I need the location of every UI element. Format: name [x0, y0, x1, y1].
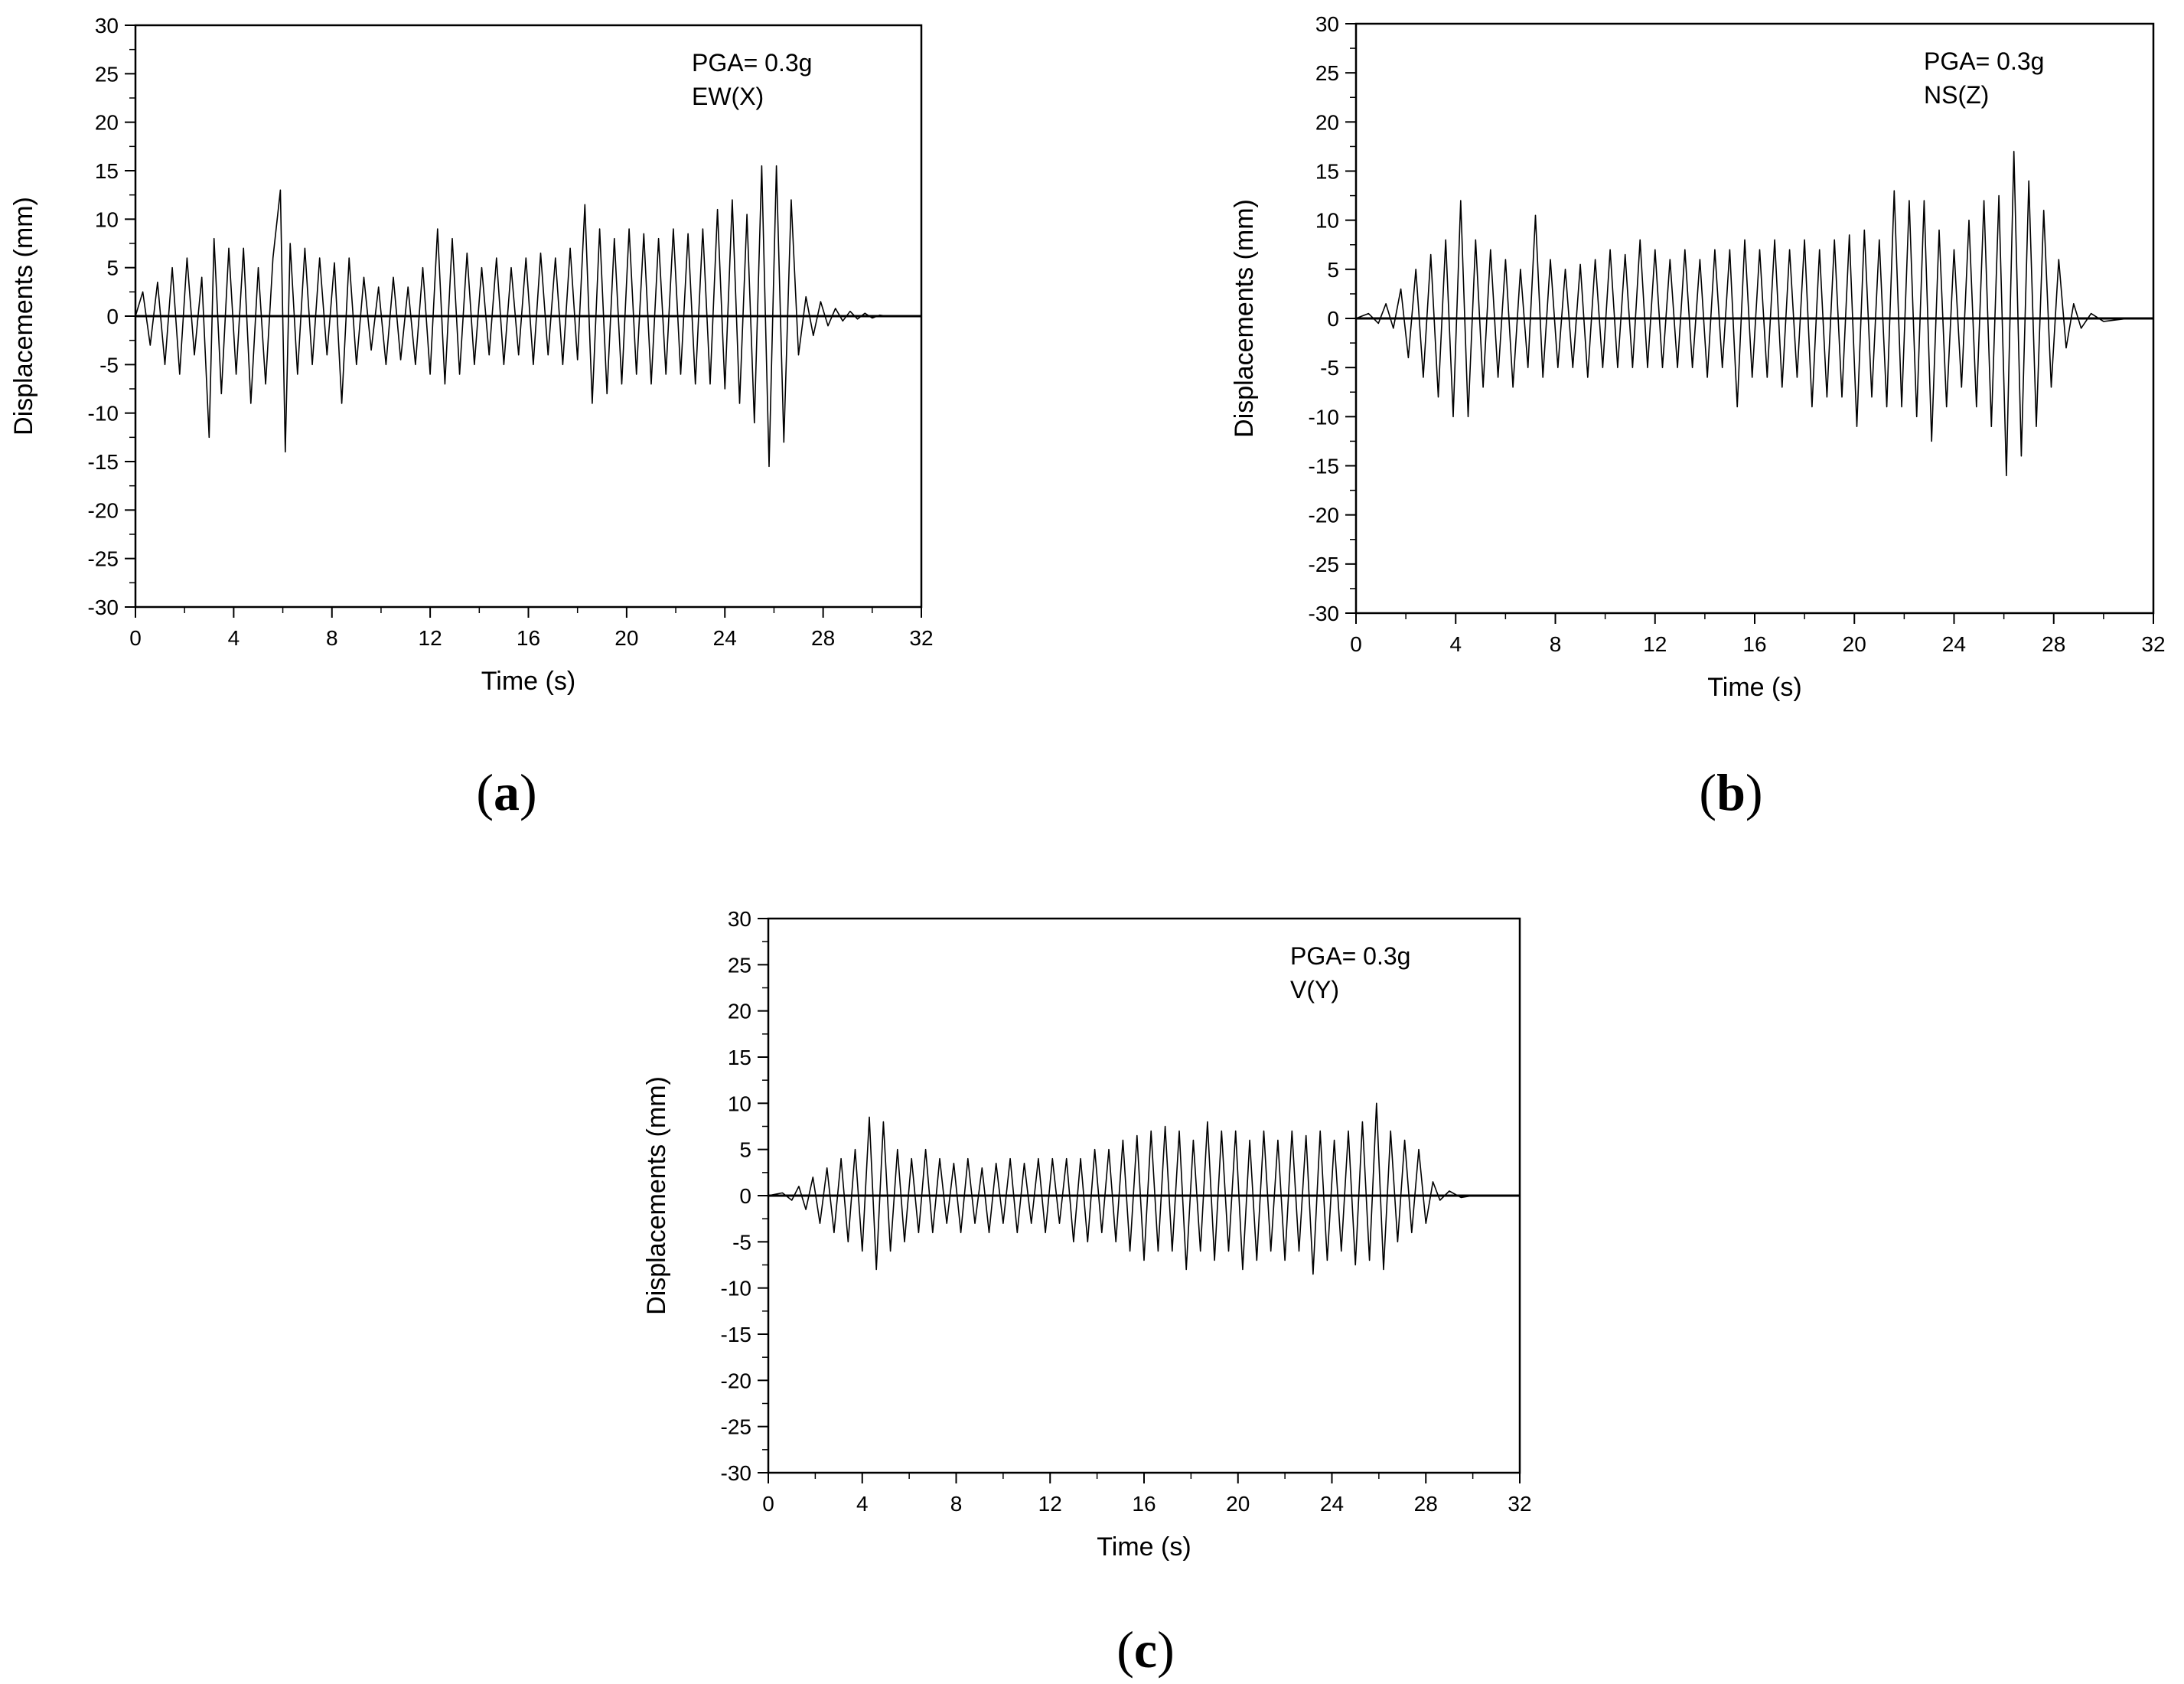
x-tick-label: 16 [1742, 632, 1766, 656]
x-tick-label: 28 [811, 626, 835, 650]
y-tick-label: 30 [95, 14, 119, 38]
x-tick-label: 32 [909, 626, 933, 650]
x-tick-label: 16 [1132, 1492, 1156, 1516]
plot-annotation: PGA= 0.3g [1924, 47, 2044, 75]
y-tick-label: -25 [88, 547, 119, 571]
y-tick-label: 5 [739, 1138, 751, 1162]
x-tick-label: 4 [856, 1492, 869, 1516]
y-axis-label: Displacements (mm) [642, 1076, 671, 1315]
plot-annotation: PGA= 0.3g [1290, 942, 1410, 970]
y-tick-label: -25 [721, 1415, 751, 1439]
x-tick-label: 28 [1414, 1492, 1438, 1516]
y-tick-label: -20 [721, 1369, 751, 1392]
x-tick-label: 28 [2042, 632, 2065, 656]
x-tick-label: 4 [1449, 632, 1462, 656]
y-tick-label: 30 [1315, 12, 1339, 36]
x-axis-label: Time (s) [1097, 1532, 1191, 1562]
y-tick-label: -20 [1309, 504, 1339, 527]
x-tick-label: 32 [1508, 1492, 1531, 1516]
x-tick-label: 8 [1550, 632, 1562, 656]
x-tick-label: 24 [1320, 1492, 1344, 1516]
y-tick-label: 0 [739, 1184, 751, 1208]
y-tick-label: -15 [1309, 455, 1339, 478]
displacement-series-line [768, 1102, 1520, 1275]
plot-annotation: V(Y) [1290, 976, 1339, 1004]
x-tick-label: 0 [1350, 632, 1362, 656]
y-tick-label: -30 [721, 1461, 751, 1485]
panel-caption: (a) [476, 763, 536, 821]
displacement-series-line [135, 165, 921, 468]
x-tick-label: 24 [713, 626, 737, 650]
y-tick-label: -20 [88, 498, 119, 522]
y-tick-label: -30 [1309, 602, 1339, 625]
chart-panel-b: 30 25 20 15 10 5 0 -5 -10 -15 -20 -25 -30 0 4 8 12 16 20 24… [1230, 12, 2166, 821]
y-tick-label: 0 [106, 305, 119, 328]
x-tick-label: 32 [2141, 632, 2165, 656]
y-tick-label: -15 [721, 1323, 751, 1346]
x-tick-label: 8 [326, 626, 338, 650]
x-tick-label: 12 [419, 626, 442, 650]
x-tick-label: 0 [129, 626, 142, 650]
x-tick-label: 16 [517, 626, 540, 650]
plot-annotation: EW(X) [692, 83, 764, 110]
x-tick-label: 20 [1843, 632, 1866, 656]
y-tick-label: 20 [728, 1000, 751, 1023]
x-tick-label: 20 [1226, 1492, 1250, 1516]
y-tick-label: 15 [95, 159, 119, 183]
y-tick-label: -5 [732, 1230, 751, 1254]
y-tick-label: -10 [721, 1277, 751, 1301]
x-axis-label: Time (s) [1707, 673, 1801, 702]
y-tick-label: 30 [728, 907, 751, 931]
plot-annotation: NS(Z) [1924, 81, 1989, 109]
y-tick-label: 0 [1327, 307, 1339, 331]
y-tick-label: 15 [1315, 160, 1339, 184]
y-tick-label: 25 [95, 62, 119, 86]
y-tick-label: 5 [1327, 258, 1339, 282]
x-tick-label: 20 [614, 626, 638, 650]
y-tick-label: 5 [106, 256, 119, 280]
y-tick-label: 10 [95, 207, 119, 231]
y-tick-label: -5 [99, 353, 119, 377]
panel-caption: (b) [1699, 763, 1762, 821]
y-axis-label: Displacements (mm) [9, 197, 38, 436]
y-tick-label: 20 [95, 111, 119, 135]
y-tick-label: -25 [1309, 553, 1339, 576]
y-tick-label: 20 [1315, 110, 1339, 134]
y-tick-label: 10 [1315, 209, 1339, 233]
y-tick-label: 15 [728, 1046, 751, 1069]
plot-annotation: PGA= 0.3g [692, 49, 812, 77]
x-axis-label: Time (s) [481, 667, 575, 696]
y-tick-label: -30 [88, 596, 119, 619]
y-tick-label: -10 [88, 402, 119, 426]
x-tick-label: 8 [950, 1492, 963, 1516]
y-tick-label: 10 [728, 1092, 751, 1115]
x-tick-label: 4 [228, 626, 240, 650]
chart-panel-c: 30 25 20 15 10 5 0 -5 -10 -15 -20 -25 -30 0 4 8 12 16 20 24… [642, 907, 1532, 1679]
x-tick-label: 0 [762, 1492, 774, 1516]
y-tick-label: 25 [1315, 61, 1339, 85]
x-tick-label: 12 [1643, 632, 1667, 656]
x-tick-label: 24 [1942, 632, 1966, 656]
y-tick-label: 25 [728, 953, 751, 977]
y-tick-label: -15 [88, 450, 119, 474]
chart-panel-a: 30 25 20 15 10 5 0 -5 -10 -15 -20 -25 -30 0 4 8 12 16 20 24… [9, 14, 934, 821]
y-tick-label: -5 [1320, 356, 1339, 380]
x-tick-label: 12 [1038, 1492, 1062, 1516]
displacement-series-line [1355, 151, 2153, 477]
y-axis-label: Displacements (mm) [1230, 199, 1259, 438]
panel-caption: (c) [1116, 1620, 1175, 1679]
y-tick-label: -10 [1309, 405, 1339, 429]
